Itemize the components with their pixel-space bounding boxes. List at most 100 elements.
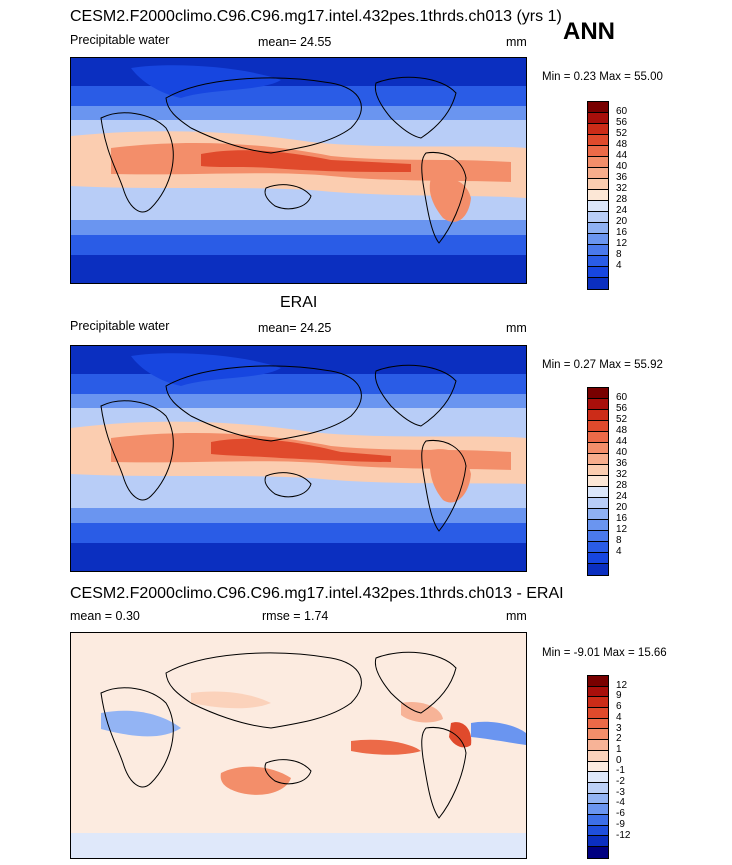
panel1-max-value: 55.00 (634, 71, 663, 83)
panel3-mean-label: mean = (70, 609, 113, 623)
colorbar-swatch (588, 388, 608, 399)
panel3-map-svg (71, 633, 526, 858)
colorbar-swatch (588, 509, 608, 520)
colorbar-swatch (588, 212, 608, 223)
panel1-mean-label: mean= (258, 35, 297, 49)
colorbar-swatch (588, 729, 608, 741)
panel1-title: CESM2.F2000climo.C96.C96.mg17.intel.432p… (70, 8, 562, 25)
colorbar-tick-label: -2 (616, 776, 625, 787)
colorbar-swatch (588, 740, 608, 751)
colorbar-swatch (588, 804, 608, 815)
panel2-variable-label: Precipitable water (70, 319, 170, 333)
panel3-mean: mean = 0.30 (70, 609, 140, 623)
colorbar-tick-label: 16 (616, 227, 628, 238)
colorbar-tick-label: 12 (616, 679, 628, 691)
colorbar-tick-label: 28 (616, 480, 628, 491)
colorbar-tick-label: 48 (616, 139, 628, 150)
colorbar-tick-label: 36 (616, 458, 628, 469)
colorbar-tick-label: 20 (616, 502, 628, 513)
colorbar-swatch (588, 179, 608, 190)
colorbar-tick-label: 8 (616, 249, 622, 260)
colorbar-swatch (588, 553, 608, 564)
panel3-min-value: -9.01 (573, 647, 600, 659)
colorbar-tick-label: 6 (616, 701, 622, 713)
colorbar-swatch (588, 476, 608, 487)
colorbar-swatch (588, 146, 608, 157)
colorbar-tick-label: 4 (616, 546, 622, 557)
colorbar-tick-label: 52 (616, 414, 628, 425)
panel2-min-value: 0.27 (573, 359, 597, 371)
colorbar-tick-label: 36 (616, 172, 628, 183)
colorbar-swatch (588, 201, 608, 212)
panel1-mean: mean= 24.55 (258, 35, 331, 49)
panel2-minmax: Min = 0.27 Max = 55.92 (542, 359, 663, 371)
colorbar-swatch (588, 454, 608, 465)
colorbar-swatch (588, 157, 608, 168)
colorbar-swatch (588, 686, 608, 698)
colorbar-tick-label: 32 (616, 469, 628, 480)
panel2-mean-value: 24.25 (300, 321, 332, 335)
colorbar-swatch (588, 245, 608, 256)
colorbar-swatch (588, 531, 608, 542)
colorbar-tick-label: 4 (616, 260, 622, 271)
colorbar-swatch (588, 223, 608, 234)
colorbar-tick-label: 12 (616, 238, 628, 249)
panel2-units: mm (506, 321, 527, 335)
panel3-map (70, 632, 527, 859)
panel1-max-label: Max = (599, 71, 631, 83)
colorbar-tick-label: 9 (616, 690, 622, 702)
panel2-map (70, 345, 527, 572)
colorbar-tick-label: -1 (616, 765, 625, 777)
colorbar-tick-label: 44 (616, 150, 628, 161)
colorbar-swatch (588, 465, 608, 476)
colorbar-swatch (588, 135, 608, 146)
colorbar-swatch (588, 421, 608, 432)
panel3-units: mm (506, 609, 527, 623)
colorbar-swatch (588, 190, 608, 201)
panel3-max-label: Max = (603, 647, 635, 659)
colorbar-tick-label: 8 (616, 535, 622, 546)
colorbar-tick-label: 16 (616, 513, 628, 524)
colorbar-tick-label: 52 (616, 128, 628, 139)
colorbar-swatch (588, 782, 608, 794)
colorbar-swatch (588, 564, 608, 575)
colorbar-tick-label: 44 (616, 436, 628, 447)
colorbar-swatch (588, 443, 608, 454)
panel3-minmax: Min = -9.01 Max = 15.66 (542, 647, 667, 659)
colorbar-tick-label: 56 (616, 117, 628, 128)
panel3-rmse-value: 1.74 (304, 609, 329, 623)
colorbar-swatch (588, 676, 608, 687)
panel2-mean: mean= 24.25 (258, 321, 331, 335)
colorbar-tick-label: 1 (616, 743, 622, 755)
colorbar-swatch (588, 410, 608, 421)
colorbar-swatch (588, 256, 608, 267)
colorbar-tick-label: 24 (616, 491, 628, 502)
colorbar-tick-label: -4 (616, 797, 625, 809)
panel3-rmse-label: rmse = (262, 609, 301, 623)
panel2-colorbar (587, 387, 609, 576)
colorbar-swatch (588, 520, 608, 531)
colorbar-swatch (588, 847, 608, 858)
colorbar-swatch (588, 825, 608, 837)
colorbar-tick-label: 48 (616, 425, 628, 436)
colorbar-tick-label: 32 (616, 183, 628, 194)
colorbar-tick-label: 3 (616, 722, 622, 734)
colorbar-tick-label: 56 (616, 403, 628, 414)
panel1-colorbar (587, 101, 609, 290)
colorbar-swatch (588, 836, 608, 847)
panel3-min-label: Min = (542, 647, 571, 659)
panel2-title: ERAI (280, 294, 318, 311)
colorbar-swatch (588, 113, 608, 124)
panel1-mean-value: 24.55 (300, 35, 332, 49)
colorbar-swatch (588, 487, 608, 498)
panel3-mean-value: 0.30 (115, 609, 140, 623)
panel1-map-svg (71, 58, 526, 283)
panel3-title: CESM2.F2000climo.C96.C96.mg17.intel.432p… (70, 585, 564, 602)
colorbar-swatch (588, 399, 608, 410)
panel1-units: mm (506, 35, 527, 49)
colorbar-tick-label: -9 (616, 818, 625, 830)
colorbar-tick-label: 24 (616, 205, 628, 216)
colorbar-swatch (588, 772, 608, 783)
colorbar-swatch (588, 542, 608, 553)
colorbar-swatch (588, 718, 608, 730)
